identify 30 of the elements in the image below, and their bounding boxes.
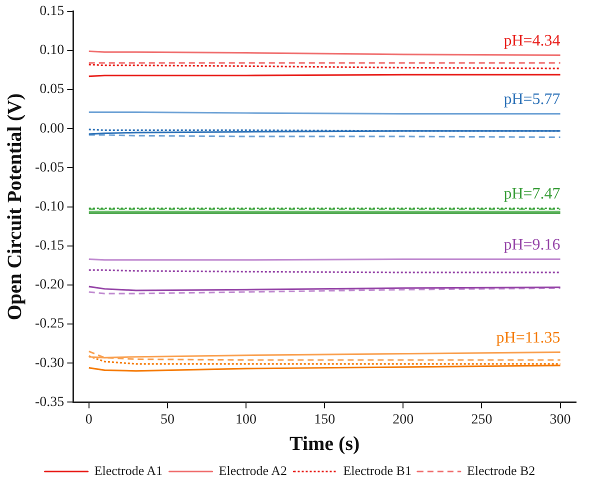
y-tick-label: 0.00 [40, 121, 64, 136]
line-series [88, 350, 562, 361]
y-tick-label: -0.15 [34, 238, 64, 254]
y-tick-label: -0.20 [34, 278, 64, 293]
y-tick-label: -0.10 [34, 199, 64, 214]
y-tick-label: 0.10 [40, 43, 64, 58]
y-axis-title: Open Circuit Potential (V) [4, 93, 26, 320]
x-tick-label: 150 [314, 412, 336, 428]
annotation: pH=11.35 [496, 329, 560, 346]
x-axis-title: Time (s) [289, 433, 360, 456]
x-tick-label: 50 [160, 412, 174, 428]
x-tick-label: 0 [85, 412, 92, 428]
x-tick-label: 200 [392, 412, 414, 428]
annotation: pH=5.77 [504, 90, 560, 108]
x-tick-label: 300 [550, 412, 571, 428]
y-tick-label: -0.25 [34, 316, 64, 332]
legend-label: Electrode B1 [343, 462, 412, 478]
y-tick-label: 0.05 [40, 82, 64, 98]
y-tick-label: -0.05 [34, 160, 64, 176]
y-tick-label: -0.30 [34, 356, 64, 371]
annotation: pH=7.47 [504, 186, 560, 203]
legend-label: Electrode B2 [466, 462, 536, 478]
y-tick-label: 0.15 [40, 4, 64, 20]
y-tick-label: -0.35 [34, 394, 64, 410]
legend-label: Electrode A2 [218, 462, 288, 478]
legend-label: Electrode A1 [94, 462, 163, 478]
annotation: pH=4.34 [504, 32, 560, 50]
x-tick-label: 100 [236, 412, 257, 428]
annotation: pH=9.16 [504, 236, 560, 254]
x-tick-label: 250 [471, 412, 492, 428]
